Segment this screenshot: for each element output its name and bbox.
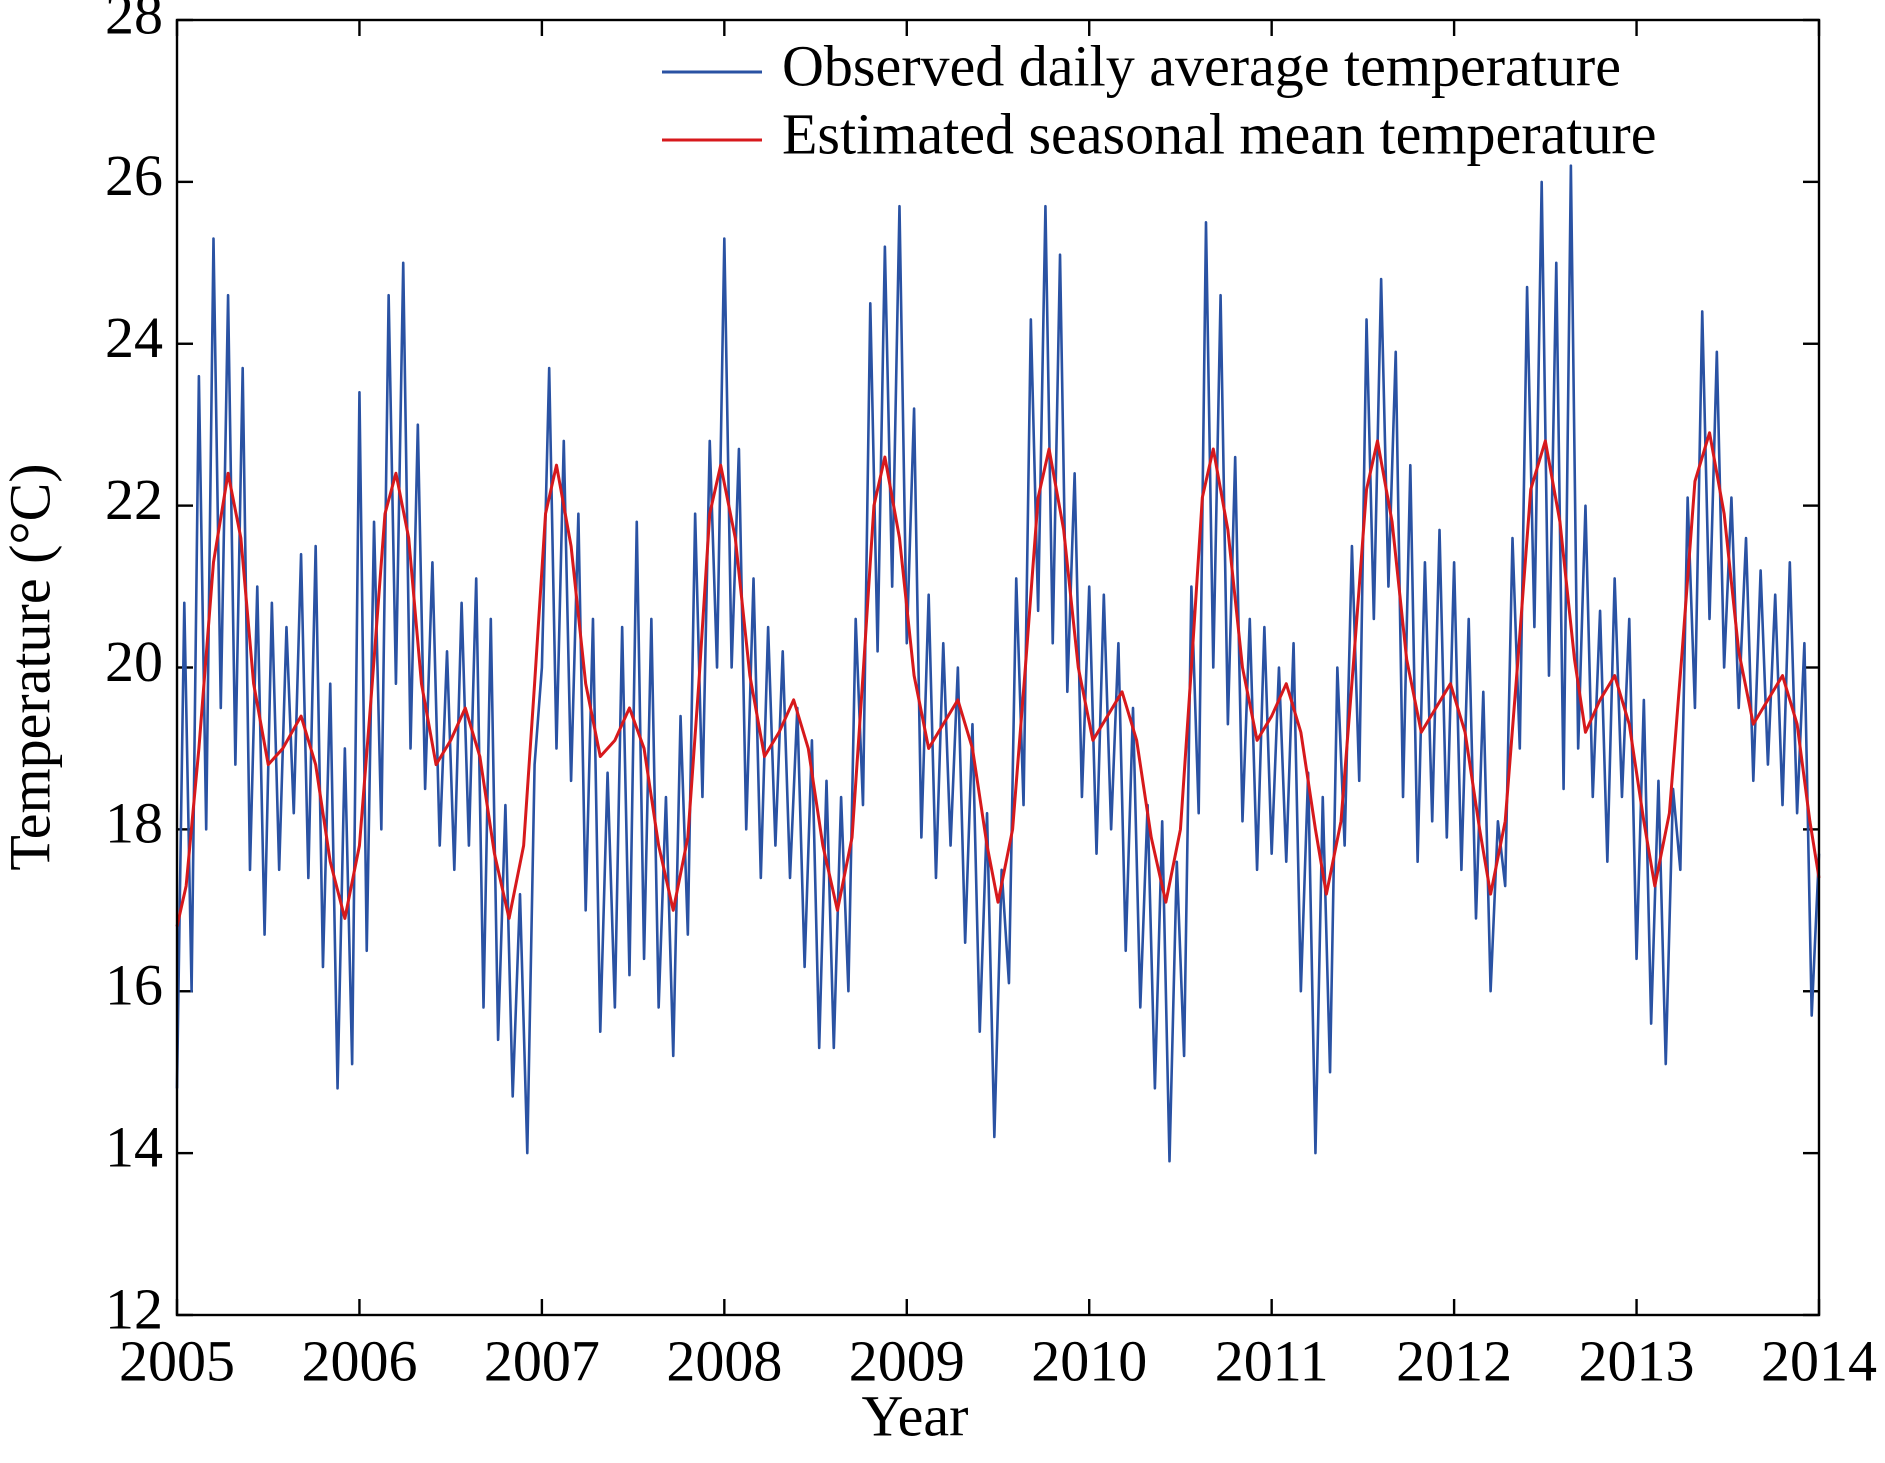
legend-label: Estimated seasonal mean temperature: [782, 101, 1656, 166]
x-tick-label: 2005: [119, 1328, 235, 1393]
x-tick-label: 2014: [1761, 1328, 1877, 1393]
y-tick-label: 20: [105, 629, 163, 694]
y-axis-label: Temperature (°C): [0, 463, 62, 870]
plot-frame: [175, 18, 1821, 1317]
series-line: [175, 431, 1821, 927]
y-tick-label: 12: [105, 1276, 163, 1341]
x-tick-label: 2010: [1031, 1328, 1147, 1393]
x-tick-label: 2011: [1215, 1328, 1329, 1393]
x-tick-label: 2012: [1396, 1328, 1512, 1393]
y-tick-label: 16: [105, 953, 163, 1018]
y-tick-label: 22: [105, 467, 163, 532]
x-tick-label: 2009: [849, 1328, 965, 1393]
y-tick-label: 24: [105, 305, 163, 370]
x-tick-label: 2007: [484, 1328, 600, 1393]
x-tick-label: 2013: [1579, 1328, 1695, 1393]
x-axis-label: Year: [862, 1383, 969, 1448]
legend-label: Observed daily average temperature: [782, 33, 1621, 98]
series-line: [175, 164, 1821, 1163]
y-tick-label: 18: [105, 791, 163, 856]
x-tick-label: 2006: [301, 1328, 417, 1393]
y-tick-label: 14: [105, 1114, 163, 1179]
x-tick-label: 2008: [666, 1328, 782, 1393]
y-tick-label: 26: [105, 143, 163, 208]
y-tick-label: 28: [105, 0, 163, 46]
